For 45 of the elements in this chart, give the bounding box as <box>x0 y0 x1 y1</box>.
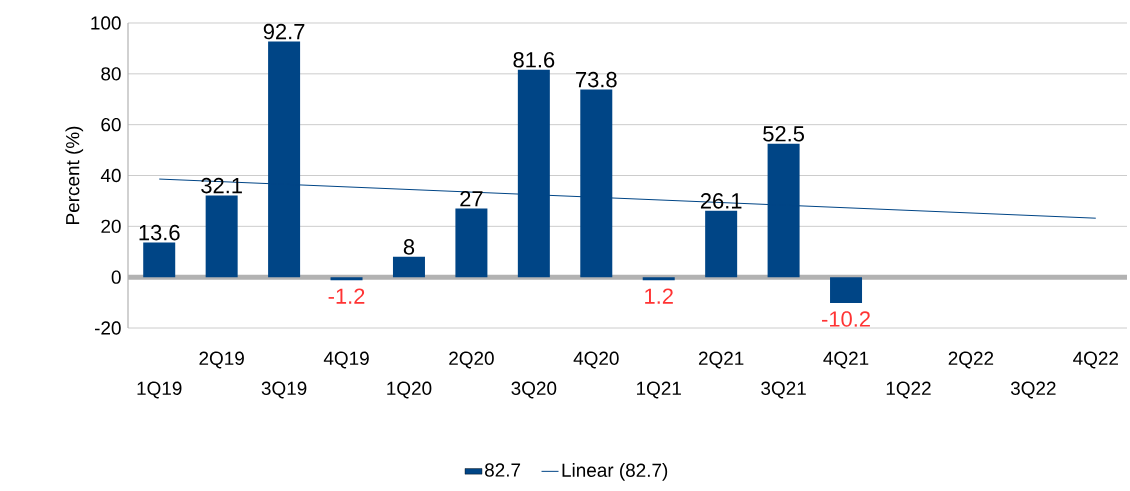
bar <box>705 210 738 278</box>
y-tick-label: 20 <box>101 219 121 234</box>
x-tick-label: 4Q21 <box>823 351 869 369</box>
y-tick-label: 80 <box>101 67 121 81</box>
data-label: 81.6 <box>513 52 555 68</box>
y-tick-label: 40 <box>100 168 121 183</box>
data-label: -10.2 <box>822 311 870 327</box>
bar <box>143 242 176 278</box>
x-tick-label: 1Q20 <box>387 381 432 399</box>
x-tick-label: 2Q21 <box>698 351 744 369</box>
bar <box>455 208 488 278</box>
x-tick-label: 3Q21 <box>761 381 806 399</box>
y-tick-label: 0 <box>111 270 121 284</box>
y-tick-label: 100 <box>91 16 121 30</box>
x-tick-label: 1Q19 <box>137 381 182 399</box>
y-tick-label: -20 <box>94 321 121 335</box>
x-tick-label: 4Q22 <box>1073 351 1118 369</box>
x-tick-label: 4Q20 <box>573 351 619 369</box>
legend-label: 82.7 <box>485 463 521 477</box>
bar <box>642 277 675 281</box>
data-label: 27 <box>460 191 483 207</box>
x-tick-label: 3Q22 <box>1010 381 1056 399</box>
data-label: -1.2 <box>328 288 365 304</box>
x-tick-label: 2Q19 <box>199 351 244 369</box>
bar <box>330 277 363 281</box>
y-tick-label: 60 <box>101 117 121 132</box>
x-tick-label: 1Q22 <box>886 381 931 399</box>
x-tick-label: 2Q20 <box>449 351 494 369</box>
annotation: 1.2 <box>645 288 673 304</box>
legend-label: Linear (82.7) <box>562 463 668 481</box>
data-label: 52.5 <box>763 126 804 142</box>
x-tick-label: 4Q19 <box>323 351 369 369</box>
bar <box>392 256 425 278</box>
x-tick-label: 1Q21 <box>637 381 681 399</box>
bar <box>830 277 863 304</box>
data-label: 92.7 <box>263 23 305 40</box>
x-tick-label: 3Q19 <box>261 381 307 399</box>
data-label: 73.8 <box>576 71 617 88</box>
x-tick-label: 2Q22 <box>948 351 994 369</box>
data-label: 32.1 <box>201 177 242 194</box>
data-label: 13.6 <box>139 224 180 241</box>
data-label: 8 <box>403 239 415 255</box>
bar <box>205 195 238 278</box>
x-tick-label: 3Q20 <box>511 381 557 399</box>
y-axis-title: Percent (%) <box>65 126 84 224</box>
